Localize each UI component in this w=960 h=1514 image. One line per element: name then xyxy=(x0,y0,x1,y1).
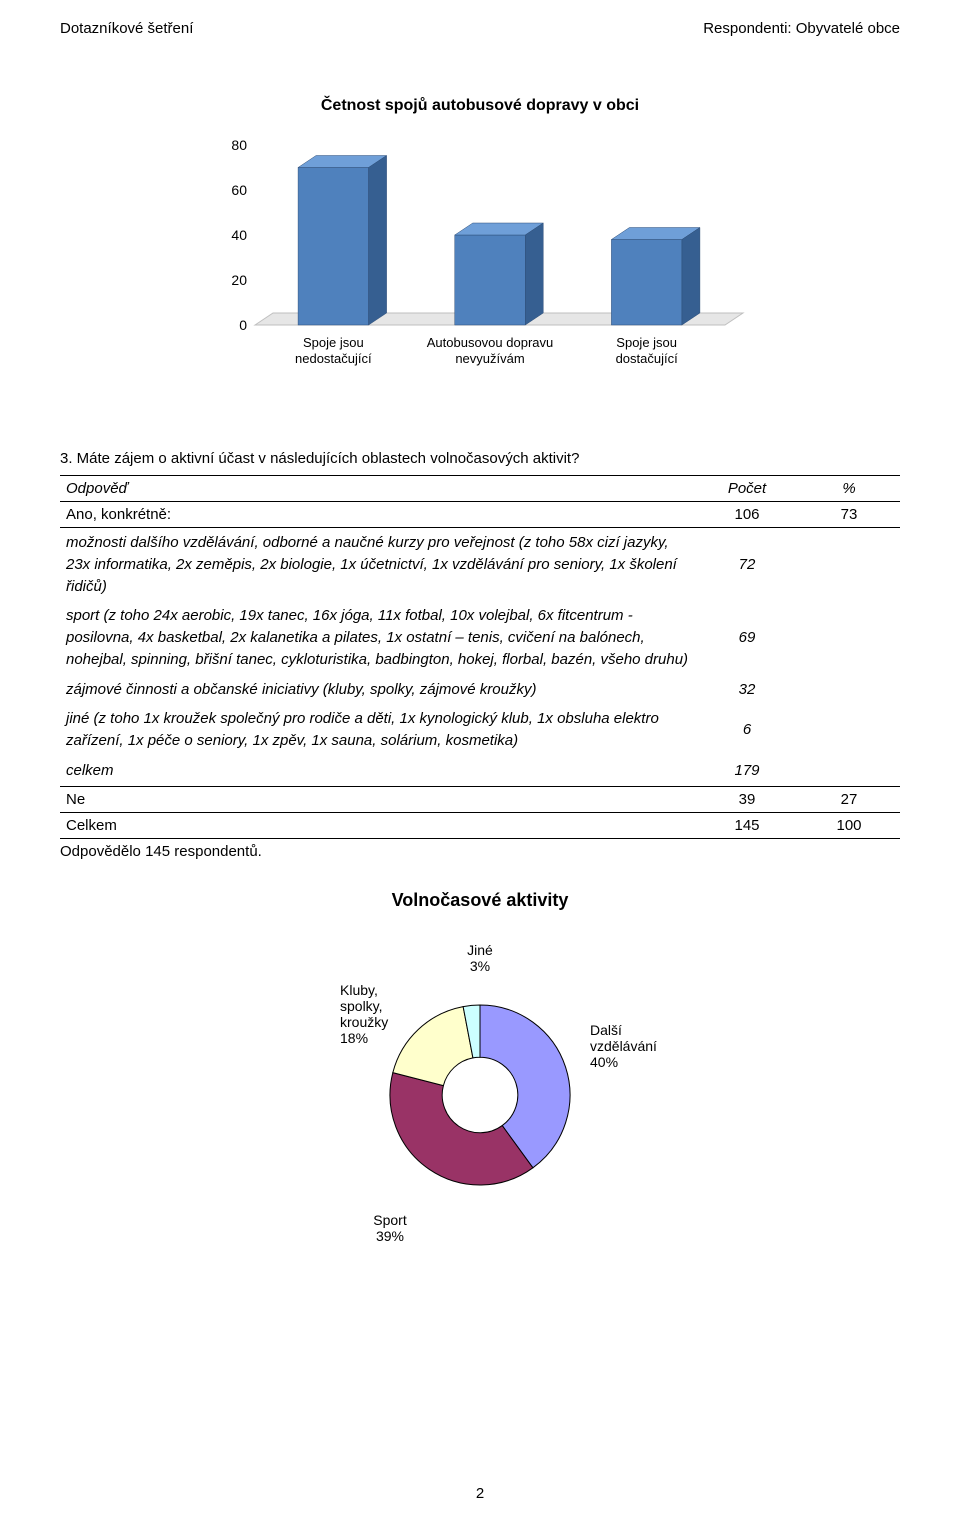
svg-text:nedostačující: nedostačující xyxy=(295,351,372,366)
cell-ne-count: 39 xyxy=(696,786,798,812)
page-header: Dotazníkové šetření Respondenti: Obyvate… xyxy=(60,20,900,37)
row-r3: zájmové činnosti a občanské iniciativy (… xyxy=(60,675,900,705)
row-celkem: Celkem 145 100 xyxy=(60,812,900,838)
svg-text:20: 20 xyxy=(231,272,247,288)
svg-text:60: 60 xyxy=(231,182,247,198)
question3-title: 3. Máte zájem o aktivní účast v následuj… xyxy=(60,450,900,467)
cell-celkem-count: 145 xyxy=(696,812,798,838)
row-ano: Ano, konkrétně: 106 73 xyxy=(60,502,900,528)
question3-table: Odpověď Počet % Ano, konkrétně: 106 73 m… xyxy=(60,475,900,839)
svg-text:Autobusovou dopravu: Autobusovou dopravu xyxy=(427,335,553,350)
question3-footer: Odpovědělo 145 respondentů. xyxy=(60,843,900,860)
cell-r3-text: zájmové činnosti a občanské iniciativy (… xyxy=(60,675,696,705)
svg-text:3%: 3% xyxy=(470,958,490,974)
row-r4: jiné (z toho 1x kroužek společný pro rod… xyxy=(60,704,900,756)
svg-text:18%: 18% xyxy=(340,1030,368,1046)
chart1-svg: 020406080Spoje jsounedostačujícíAutobuso… xyxy=(200,135,760,395)
chart2-container: Dalšívzdělávání40% Sport39% Kluby,spolky,k… xyxy=(270,925,690,1250)
th-pct: % xyxy=(798,476,900,502)
th-count: Počet xyxy=(696,476,798,502)
cell-r4-count: 6 xyxy=(696,704,798,756)
header-left: Dotazníkové šetření xyxy=(60,20,193,37)
cell-ne-label: Ne xyxy=(60,786,696,812)
cell-r1-text: možnosti dalšího vzdělávání, odborné a n… xyxy=(60,528,696,602)
cell-celkem-sub-label: celkem xyxy=(60,756,696,786)
cell-empty xyxy=(798,675,900,705)
cell-celkem-label: Celkem xyxy=(60,812,696,838)
page-number: 2 xyxy=(0,1485,960,1502)
chart2-title: Volnočasové aktivity xyxy=(60,890,900,911)
svg-text:spolky,: spolky, xyxy=(340,998,383,1014)
cell-celkem-sub-count: 179 xyxy=(696,756,798,786)
cell-r2-text: sport (z toho 24x aerobic, 19x tanec, 16… xyxy=(60,601,696,674)
svg-text:nevyužívám: nevyužívám xyxy=(455,351,524,366)
row-ne: Ne 39 27 xyxy=(60,786,900,812)
cell-empty xyxy=(798,756,900,786)
svg-text:Další: Další xyxy=(590,1022,622,1038)
cell-r4-text: jiné (z toho 1x kroužek společný pro rod… xyxy=(60,704,696,756)
svg-text:40: 40 xyxy=(231,227,247,243)
row-r1: možnosti dalšího vzdělávání, odborné a n… xyxy=(60,528,900,602)
page: Dotazníkové šetření Respondenti: Obyvate… xyxy=(0,0,960,1514)
row-celkem-sub: celkem 179 xyxy=(60,756,900,786)
cell-empty xyxy=(798,601,900,674)
header-right: Respondenti: Obyvatelé obce xyxy=(703,20,900,37)
svg-text:Kluby,: Kluby, xyxy=(340,982,378,998)
chart1-title: Četnost spojů autobusové dopravy v obci xyxy=(200,97,760,115)
svg-text:dostačující: dostačující xyxy=(616,351,679,366)
svg-text:40%: 40% xyxy=(590,1054,618,1070)
cell-r2-count: 69 xyxy=(696,601,798,674)
table-header-row: Odpověď Počet % xyxy=(60,476,900,502)
chart1-container: Četnost spojů autobusové dopravy v obci … xyxy=(200,97,760,400)
cell-ne-pct: 27 xyxy=(798,786,900,812)
cell-empty xyxy=(798,704,900,756)
svg-text:vzdělávání: vzdělávání xyxy=(590,1038,657,1054)
svg-text:80: 80 xyxy=(231,137,247,153)
cell-ano-pct: 73 xyxy=(798,502,900,528)
svg-text:Spoje jsou: Spoje jsou xyxy=(303,335,364,350)
th-answer: Odpověď xyxy=(60,476,696,502)
row-r2: sport (z toho 24x aerobic, 19x tanec, 16… xyxy=(60,601,900,674)
svg-text:39%: 39% xyxy=(376,1228,404,1244)
svg-text:Jiné: Jiné xyxy=(467,942,493,958)
svg-text:0: 0 xyxy=(239,317,247,333)
svg-text:kroužky: kroužky xyxy=(340,1014,388,1030)
cell-r3-count: 32 xyxy=(696,675,798,705)
cell-celkem-pct: 100 xyxy=(798,812,900,838)
cell-ano-count: 106 xyxy=(696,502,798,528)
chart2-svg: Dalšívzdělávání40% Sport39% Kluby,spolky,k… xyxy=(270,925,690,1245)
cell-empty xyxy=(798,528,900,602)
cell-ano-label: Ano, konkrétně: xyxy=(60,502,696,528)
cell-r1-count: 72 xyxy=(696,528,798,602)
svg-text:Spoje jsou: Spoje jsou xyxy=(616,335,677,350)
svg-text:Sport: Sport xyxy=(373,1212,407,1228)
